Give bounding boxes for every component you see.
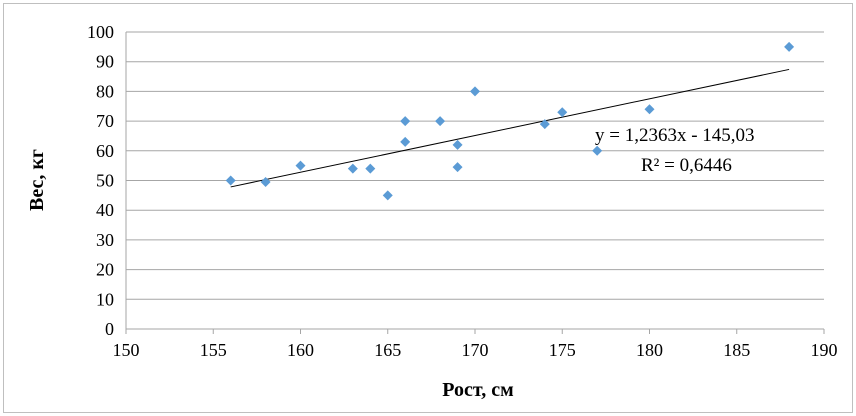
data-point: [557, 107, 568, 118]
data-point: [644, 104, 655, 115]
data-point: [295, 160, 306, 171]
scatter-chart: 0 10 20 30 40 50 60 70 80 90 100 150 155 160 165 170 175…: [26, 22, 838, 401]
axes: [125, 32, 825, 334]
x-axis-title: Рост, см: [442, 379, 513, 401]
y-tick-label: 20: [96, 260, 114, 280]
trendline-equation: y = 1,2363x - 145,03: [595, 125, 755, 146]
trendline-group: [230, 68, 790, 188]
data-point: [539, 119, 550, 130]
x-tick-label: 155: [200, 340, 227, 360]
x-tick-label: 185: [723, 340, 750, 360]
x-tick-label: 160: [287, 340, 314, 360]
x-tick-label: 190: [811, 340, 838, 360]
y-tick-label: 100: [87, 22, 114, 42]
data-point: [347, 163, 358, 174]
data-point: [784, 41, 795, 52]
data-point: [452, 139, 463, 150]
x-tick-label: 165: [374, 340, 401, 360]
data-point: [400, 136, 411, 147]
chart-frame: 0 10 20 30 40 50 60 70 80 90 100 150 155 160 165 170 175…: [3, 3, 853, 413]
y-tick-label: 40: [96, 200, 114, 220]
trendline: [230, 68, 790, 188]
y-tick-label: 70: [96, 111, 114, 131]
y-tick-label: 0: [105, 319, 114, 339]
data-point: [225, 175, 236, 186]
data-points: [225, 41, 795, 201]
data-point: [435, 116, 446, 127]
tick-labels: 0 10 20 30 40 50 60 70 80 90 100 150 155 160 165 170 175…: [87, 22, 838, 360]
y-tick-label: 90: [96, 52, 114, 72]
gridlines: [126, 31, 824, 300]
y-tick-label: 80: [96, 81, 114, 101]
y-tick-label: 60: [96, 141, 114, 161]
data-point: [592, 145, 603, 156]
data-point: [452, 162, 463, 173]
x-tick-label: 180: [636, 340, 663, 360]
y-tick-label: 30: [96, 230, 114, 250]
trendline-r2: R² = 0,6446: [641, 155, 732, 176]
y-axis-title: Вес, кг: [26, 149, 48, 211]
x-tick-label: 150: [113, 340, 140, 360]
data-point: [382, 190, 393, 201]
data-point: [260, 176, 271, 187]
y-tick-label: 10: [96, 289, 114, 309]
data-point: [365, 163, 376, 174]
x-tick-label: 175: [549, 340, 576, 360]
data-point: [470, 86, 480, 97]
data-point: [400, 116, 411, 127]
x-tick-label: 170: [462, 340, 489, 360]
y-tick-label: 50: [96, 171, 114, 191]
